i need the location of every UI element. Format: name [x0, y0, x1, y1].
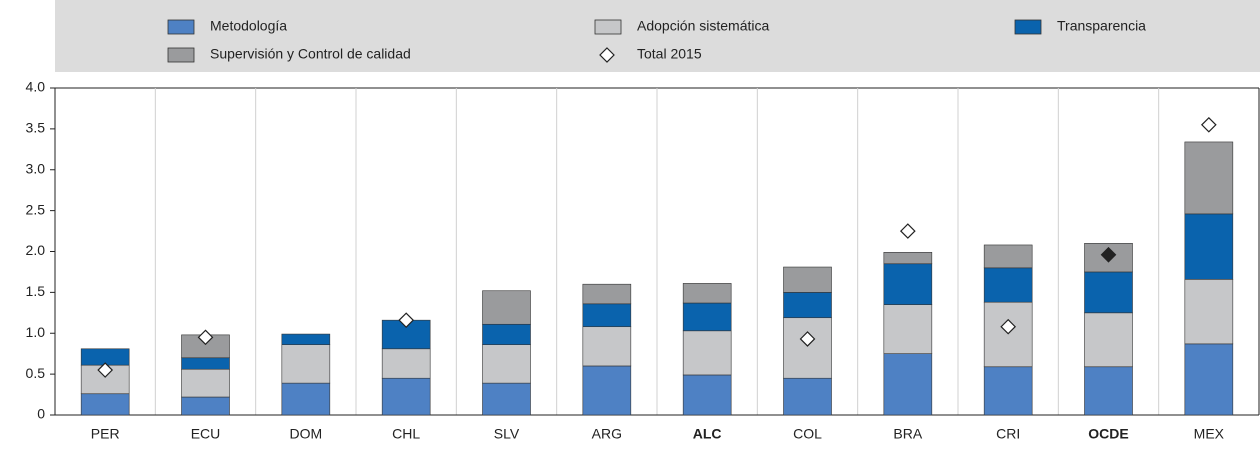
total-marker	[1200, 116, 1217, 133]
legend-label: Supervisión y Control de calidad	[210, 46, 411, 62]
legend-swatch	[594, 19, 622, 35]
bar-segment	[582, 365, 632, 416]
bar-segment	[381, 377, 431, 416]
y-tick-label: 1.0	[26, 324, 46, 340]
bar-segment	[1184, 141, 1234, 215]
total-marker	[197, 329, 214, 346]
bar-segment	[482, 290, 531, 325]
bar-segment	[381, 348, 431, 379]
legend-label: Total 2015	[637, 46, 702, 62]
bar-segment	[983, 244, 1033, 269]
bar-segment	[1184, 278, 1234, 345]
bar-segment	[181, 368, 230, 398]
legend-label: Metodología	[210, 18, 287, 34]
x-tick-label: CHL	[392, 426, 420, 442]
x-tick-label: SLV	[494, 426, 520, 442]
bar-segment	[983, 366, 1033, 416]
total-marker	[97, 362, 114, 378]
y-tick-label: 2.5	[26, 201, 46, 217]
bar-segment	[783, 266, 832, 293]
total-marker	[799, 331, 816, 347]
legend-label: Transparencia	[1057, 18, 1146, 34]
bar-segment	[983, 267, 1033, 303]
bar-segment	[281, 333, 331, 345]
x-tick-label: MEX	[1194, 426, 1225, 442]
legend-swatch	[167, 19, 195, 35]
y-tick-label: 0.5	[26, 365, 46, 381]
total-marker	[899, 223, 916, 239]
bar-segment	[883, 304, 933, 354]
bar-segment	[181, 357, 230, 370]
y-tick-label: 3.0	[26, 160, 46, 176]
bar-segment	[682, 283, 732, 304]
bar-segment	[181, 396, 230, 416]
bar-segment	[1084, 271, 1133, 314]
bar-segment	[482, 323, 531, 345]
y-tick-label: 0	[37, 406, 45, 422]
bar-segment	[1184, 213, 1234, 280]
bar-segment	[281, 382, 331, 416]
y-tick-label: 4.0	[26, 79, 46, 95]
bar-segment	[883, 252, 933, 265]
bar-segment	[883, 353, 933, 416]
bar-segment	[281, 344, 331, 384]
x-tick-label: BRA	[893, 426, 922, 442]
x-tick-label: ALC	[693, 426, 722, 442]
x-tick-label: OCDE	[1088, 426, 1128, 442]
x-tick-label: CRI	[996, 426, 1020, 442]
bar-segment	[1184, 343, 1234, 416]
legend-background	[55, 0, 1260, 72]
legend-marker	[599, 47, 615, 63]
legend-swatch	[1014, 19, 1042, 35]
bar-segment	[1084, 366, 1133, 416]
bar-segment	[682, 374, 732, 416]
x-tick-label: ECU	[191, 426, 221, 442]
total-marker	[1100, 246, 1117, 263]
total-marker	[1000, 318, 1017, 335]
y-tick-label: 3.5	[26, 120, 46, 136]
y-tick-label: 1.5	[26, 283, 46, 299]
bar-segment	[80, 393, 130, 416]
bar-segment	[582, 303, 632, 328]
x-tick-label: DOM	[289, 426, 322, 442]
bar-segment	[482, 344, 531, 384]
bar-segment	[482, 382, 531, 416]
bar-segment	[883, 263, 933, 305]
bar-segment	[783, 317, 832, 379]
x-tick-label: PER	[91, 426, 120, 442]
bar-segment	[682, 330, 732, 376]
total-marker	[398, 312, 415, 329]
bar-segment	[1084, 312, 1133, 368]
x-tick-label: COL	[793, 426, 822, 442]
legend-label: Adopción sistemática	[637, 18, 770, 34]
bar-segment	[582, 326, 632, 367]
bar-segment	[783, 377, 832, 416]
x-tick-label: ARG	[592, 426, 622, 442]
bar-segment	[682, 302, 732, 332]
bar-segment	[582, 283, 632, 305]
bar-segment	[783, 292, 832, 319]
legend-swatch	[167, 47, 195, 63]
y-tick-label: 2.0	[26, 242, 46, 258]
